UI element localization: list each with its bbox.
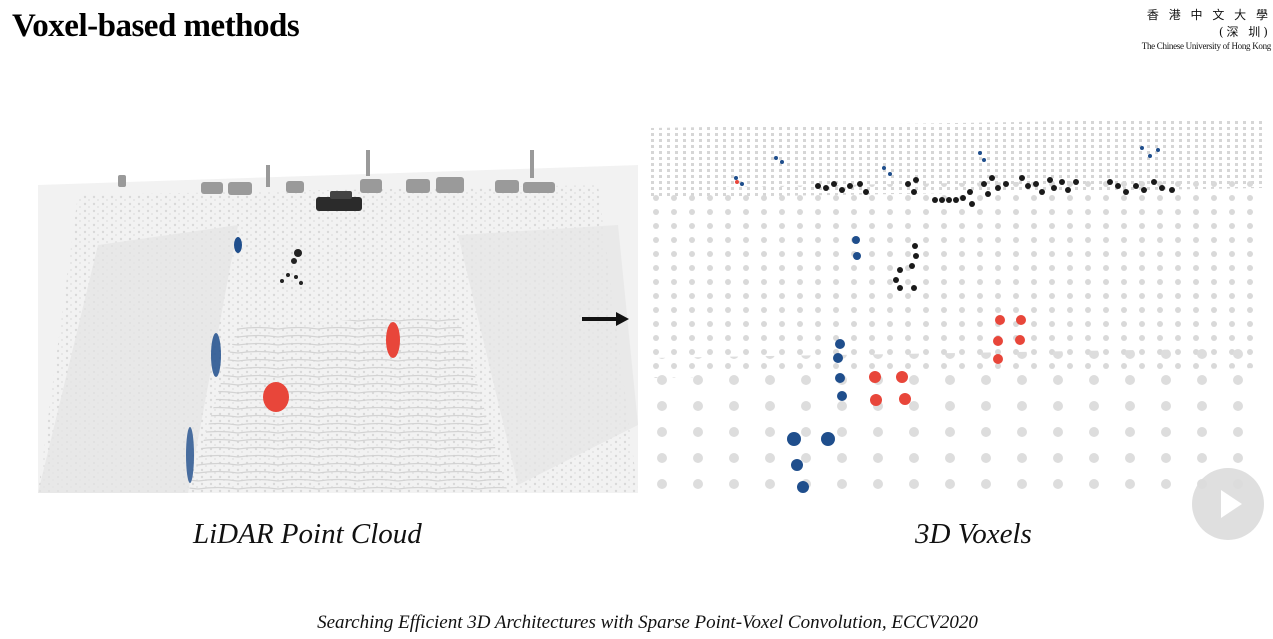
- logo-chinese-text: 香 港 中 文 大 學 (深 圳): [1146, 8, 1271, 39]
- lidar-caption: LiDAR Point Cloud: [193, 518, 422, 550]
- logo-english-text: The Chinese University of Hong Kong: [1141, 41, 1272, 51]
- slide-title: Voxel-based methods: [12, 8, 300, 44]
- university-logo: 香 港 中 文 大 學 (深 圳) The Chinese University…: [1126, 6, 1272, 51]
- voxel-caption: 3D Voxels: [915, 518, 1032, 550]
- voxel-image: [650, 108, 1262, 493]
- play-button[interactable]: [1192, 468, 1264, 540]
- play-icon: [1221, 490, 1242, 518]
- lidar-point-cloud-image: [38, 125, 638, 493]
- citation: Searching Efficient 3D Architectures wit…: [317, 612, 978, 633]
- watermark: [905, 585, 1205, 615]
- arrow-right-icon: [582, 312, 629, 326]
- lidar-point-cloud-graphic: [38, 150, 638, 493]
- voxel-graphic: [650, 118, 1262, 493]
